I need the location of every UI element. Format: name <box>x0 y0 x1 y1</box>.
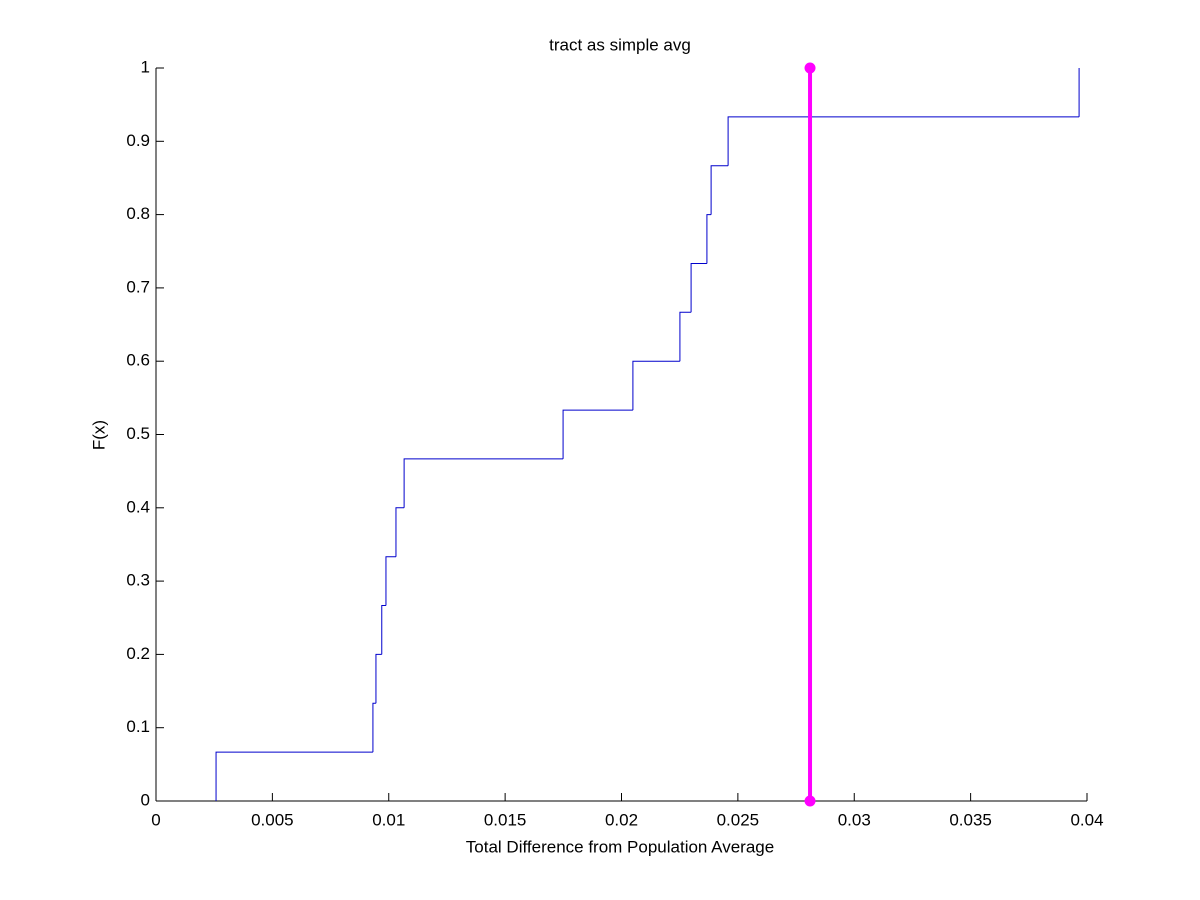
ecdf-step <box>727 116 1080 166</box>
x-tick-label: 0.02 <box>605 810 638 829</box>
y-tick-label: 1 <box>141 57 150 76</box>
ecdf-step <box>632 360 680 411</box>
chart-title: tract as simple avg <box>549 35 691 54</box>
y-tick-label: 0.8 <box>126 204 150 223</box>
y-tick-label: 0 <box>141 790 150 809</box>
x-tick-label: 0.01 <box>372 810 405 829</box>
x-tick-label: 0.025 <box>717 810 760 829</box>
marker-dot <box>804 62 816 74</box>
x-tick-label: 0.005 <box>251 810 294 829</box>
ecdf-step <box>215 751 373 801</box>
ecdf-step <box>385 556 396 606</box>
x-tick-label: 0 <box>151 810 160 829</box>
ecdf-step <box>375 653 382 704</box>
y-tick-label: 0.7 <box>126 277 150 296</box>
y-tick-label: 0.1 <box>126 717 150 736</box>
ecdf-step <box>395 507 405 557</box>
ecdf-step <box>381 605 386 655</box>
x-tick-label: 0.03 <box>838 810 871 829</box>
y-tick-label: 0.9 <box>126 131 150 150</box>
y-tick-label: 0.2 <box>126 644 150 663</box>
ecdf-step <box>679 311 692 362</box>
x-tick-label: 0.015 <box>484 810 527 829</box>
x-tick-label: 0.035 <box>949 810 992 829</box>
ecdf-step <box>706 214 712 264</box>
x-axis-label: Total Difference from Population Average <box>466 837 774 856</box>
ecdf-step <box>710 165 729 215</box>
ecdf-step <box>690 262 707 313</box>
marker-dot <box>804 795 816 807</box>
y-tick-label: 0.3 <box>126 571 150 590</box>
y-tick-label: 0.6 <box>126 351 150 370</box>
y-axis-label: F(x) <box>89 420 108 450</box>
y-tick-label: 0.5 <box>126 424 150 443</box>
x-tick-label: 0.04 <box>1070 810 1103 829</box>
y-tick-label: 0.4 <box>126 497 150 516</box>
ecdf-step <box>403 458 564 508</box>
ecdf-step <box>562 409 633 459</box>
ecdf-step <box>372 702 376 753</box>
